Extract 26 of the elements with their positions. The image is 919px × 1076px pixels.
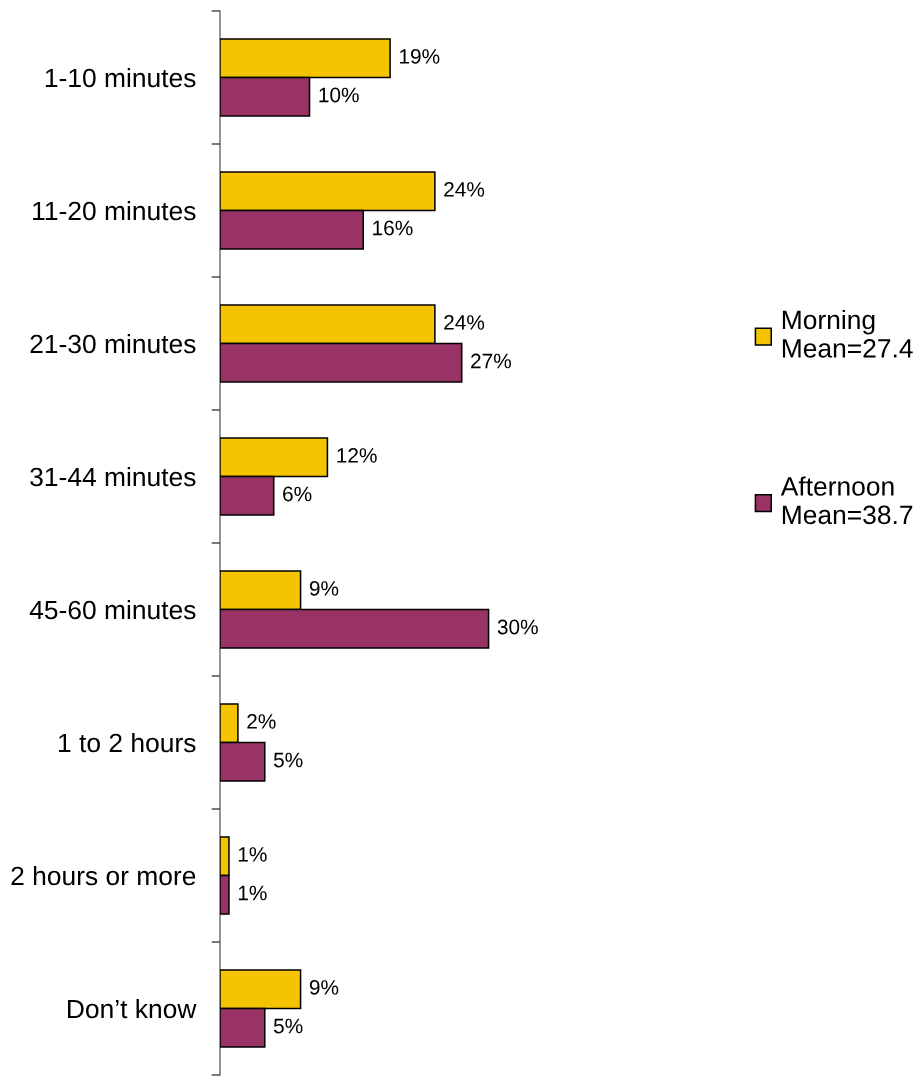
data-label: 16% <box>373 220 413 236</box>
data-label: 1% <box>238 885 267 901</box>
data-label: 12% <box>337 448 377 463</box>
data-label: 24% <box>444 182 485 197</box>
y-tick-label: Don’t know <box>68 998 197 1019</box>
legend-label: Morning Mean=27.4 <box>782 309 913 358</box>
y-tick-label: 31-44 minutes <box>30 466 196 487</box>
data-label: 30% <box>497 619 538 635</box>
y-tick-label: 11-20 minutes <box>33 200 196 221</box>
y-tick-label: 2 hours or more <box>11 865 196 886</box>
data-label: 5% <box>273 1018 303 1034</box>
data-label: 9% <box>309 581 339 596</box>
data-label: 2% <box>247 714 276 729</box>
data-label: 27% <box>471 353 511 369</box>
y-tick-label: 1-10 minutes <box>45 67 196 88</box>
y-tick-label: 1 to 2 hours <box>59 732 196 753</box>
data-label: 10% <box>319 87 359 103</box>
data-label: 6% <box>283 486 312 502</box>
y-tick-label: 45-60 minutes <box>29 599 196 620</box>
y-tick-label: 21-30 minutes <box>30 333 196 354</box>
data-label: 1% <box>238 847 267 862</box>
legend-label: Afternoon Mean=38.7 <box>780 476 913 525</box>
data-label: 9% <box>309 980 339 995</box>
data-label: 5% <box>273 752 303 768</box>
data-label: 19% <box>400 49 440 64</box>
data-label: 24% <box>444 315 485 330</box>
